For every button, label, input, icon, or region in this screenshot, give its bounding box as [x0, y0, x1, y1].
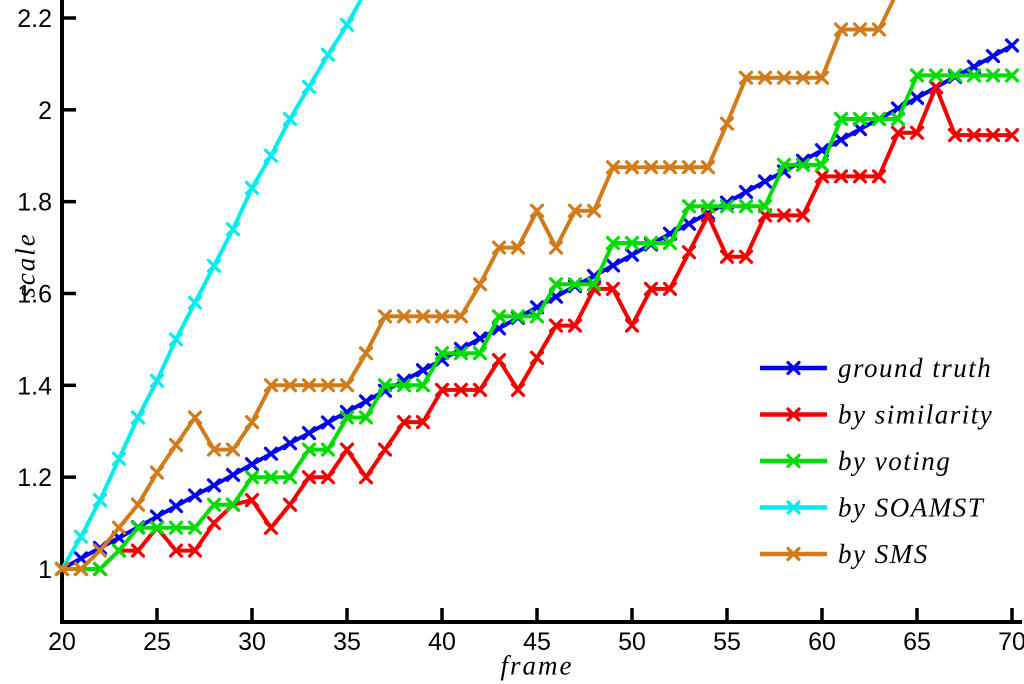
- legend-label-ground-truth: ground truth: [838, 353, 992, 383]
- legend-item-by-sms: by SMS: [760, 539, 929, 569]
- legend-label-by-soamst: by SOAMST: [838, 493, 985, 523]
- y-tick-label: 1.2: [17, 464, 52, 492]
- legend-marker-by-soamst: [786, 500, 801, 515]
- x-tick-label: 55: [713, 628, 741, 656]
- x-tick-label: 45: [523, 628, 551, 656]
- y-tick-label: 2: [38, 97, 52, 125]
- legend-label-by-voting: by voting: [838, 446, 951, 476]
- legend-item-by-voting: by voting: [760, 446, 951, 476]
- y-tick-label: 2.2: [17, 5, 52, 33]
- axes: [60, 0, 1022, 624]
- legend-item-ground-truth: ground truth: [760, 353, 992, 383]
- x-tick-label: 40: [428, 628, 456, 656]
- x-ticks: 20 25 30 35 40 45 50 55 60 65 70: [48, 608, 1024, 656]
- x-axis-label: frame: [500, 650, 574, 681]
- legend-item-by-similarity: by similarity: [760, 400, 993, 430]
- x-tick-label: 70: [998, 628, 1024, 656]
- legend-label-by-similarity: by similarity: [838, 400, 993, 430]
- x-tick-label: 30: [238, 628, 266, 656]
- y-tick-label: 1: [38, 556, 52, 584]
- y-tick-label: 1.4: [17, 372, 52, 400]
- legend-marker-ground-truth: [786, 360, 801, 376]
- x-tick-label: 20: [48, 628, 76, 656]
- legend-marker-by-similarity: [786, 407, 801, 422]
- legend-label-by-sms: by SMS: [838, 539, 929, 569]
- legend-marker-by-voting: [786, 453, 801, 469]
- x-tick-label: 50: [618, 628, 646, 656]
- series-markers-by-sms: [54, 22, 887, 577]
- x-tick-label: 25: [143, 628, 171, 656]
- y-tick-label: 1.6: [17, 280, 52, 308]
- x-tick-label: 65: [903, 628, 931, 656]
- x-tick-label: 35: [333, 628, 361, 656]
- legend: ground truth by similarity by voting by SOA…: [760, 353, 993, 569]
- y-tick-label: 1.8: [17, 189, 52, 217]
- y-axis-label: scale: [10, 232, 41, 298]
- y-ticks: 1 1.2 1.4 1.6 1.8 2 2.2: [17, 5, 76, 584]
- legend-item-by-soamst: by SOAMST: [760, 493, 985, 523]
- x-tick-label: 60: [808, 628, 836, 656]
- legend-marker-by-sms: [786, 546, 801, 562]
